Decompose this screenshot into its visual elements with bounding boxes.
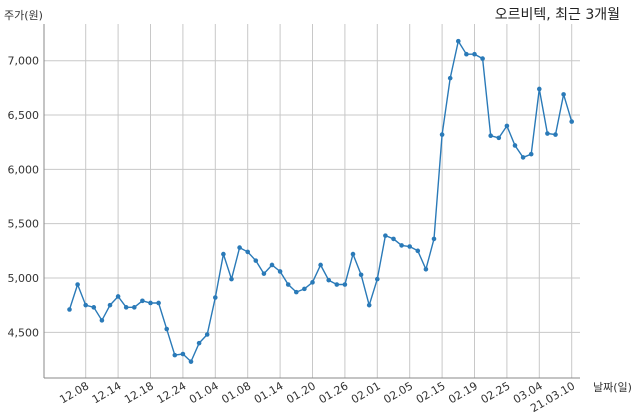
data-point [75,282,80,287]
data-point [545,131,550,136]
y-tick-label: 7,000 [8,55,40,68]
grid-lines [44,24,580,378]
x-tick-label: 01.26 [317,379,351,406]
data-point [245,249,250,255]
chart-title: 오르비텍, 최근 3개월 [494,7,620,23]
data-point [237,245,242,250]
y-tick-label: 6,500 [8,109,40,122]
data-point [156,300,161,306]
data-point [148,300,153,306]
x-tick-labels: 12.0812.1412.1812.2401.0401.0801.1401.20… [57,379,577,415]
data-point [221,251,226,257]
data-point [253,258,259,263]
data-point [528,151,534,157]
data-point [123,305,129,310]
x-tick-label: 01.14 [252,379,286,406]
x-tick-label: 02.05 [381,379,415,406]
data-point [464,51,469,57]
data-point [375,276,380,282]
data-point [285,282,291,287]
data-point [537,86,542,92]
data-point [188,359,194,364]
x-tick-label: 02.19 [446,379,480,406]
x-tick-label: 02.01 [349,379,383,406]
data-point [302,286,307,292]
data-point [204,332,210,337]
data-point [439,132,445,137]
data-point [488,133,494,138]
data-point [83,302,88,308]
y-tick-label: 5,500 [8,218,40,231]
data-point [553,132,558,137]
y-tick-label: 5,000 [8,272,40,285]
data-point [213,295,218,300]
x-tick-label: 12.18 [122,379,156,406]
data-point [456,38,461,44]
price-series [68,39,573,363]
data-point [140,298,145,304]
y-tick-label: 4,500 [8,326,40,339]
y-axis-label: 주가(원) [4,9,43,22]
data-point [407,244,413,249]
price-points [67,38,574,364]
y-tick-label: 6,000 [8,163,40,176]
data-point [399,243,404,248]
data-point [561,92,566,97]
data-point [447,75,453,81]
data-point [261,271,267,276]
data-point [180,351,186,357]
data-point [569,119,574,124]
data-point [383,233,388,238]
data-point [415,248,421,254]
x-tick-label: 02.25 [479,379,513,406]
x-tick-label: 02.15 [414,379,448,406]
data-point [229,276,234,282]
data-point [164,326,169,332]
data-point [67,307,72,312]
data-point [504,123,510,129]
x-tick-label: 01.20 [284,379,318,406]
y-tick-labels: 4,500 5,000 5,500 6,000 6,500 7,000 [8,55,40,340]
data-point [431,236,437,242]
x-tick-label: 12.14 [90,379,124,406]
x-tick-label: 01.04 [187,379,221,406]
data-point [269,262,275,268]
data-point [107,302,113,308]
data-point [326,277,332,283]
data-point [277,269,283,274]
series-line [68,39,573,363]
data-point [196,340,202,346]
data-point [472,51,477,57]
data-point [91,305,97,310]
data-point [115,294,121,299]
data-point [310,280,315,285]
x-tick-label: 12.08 [57,379,91,406]
data-point [520,155,526,160]
data-point [132,305,137,310]
data-point [334,282,340,287]
axes [43,24,580,379]
data-point [480,56,485,61]
data-point [172,352,178,358]
data-point [350,251,356,257]
data-point [423,267,429,272]
data-point [358,272,364,278]
data-point [366,302,372,308]
data-point [391,236,396,242]
x-tick-label: 12.24 [155,379,189,406]
data-point [318,262,323,268]
data-point [512,143,518,148]
data-point [99,318,105,323]
data-point [294,289,299,295]
x-axis-label: 날짜(일) [593,381,632,394]
x-tick-label: 01.08 [219,379,253,406]
data-point [496,135,502,141]
data-point [342,282,348,287]
